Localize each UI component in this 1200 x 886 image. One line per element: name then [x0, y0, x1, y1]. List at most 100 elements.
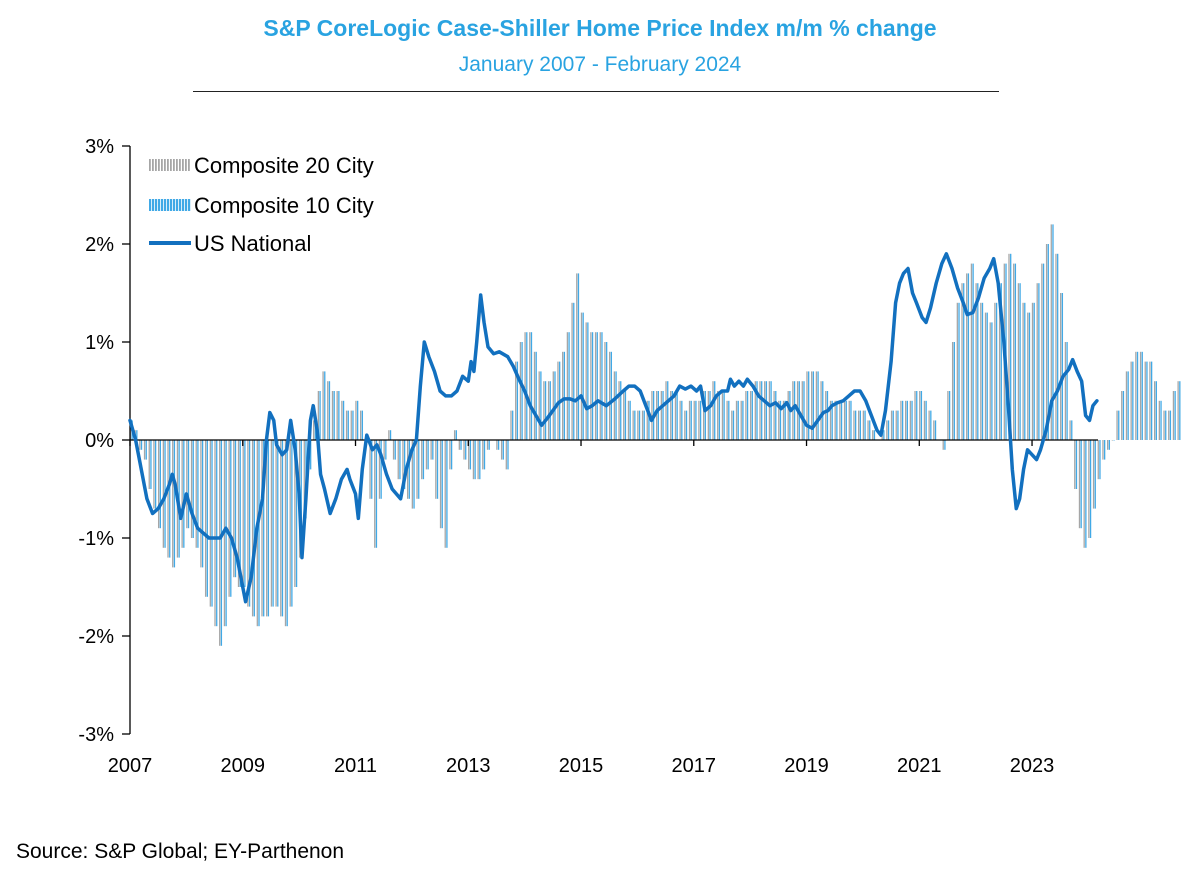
- composite-20-bar: [1116, 410, 1118, 440]
- composite-20-bar: [275, 440, 277, 607]
- composite-10-bar: [1028, 312, 1031, 440]
- composite-20-bar: [895, 410, 897, 440]
- composite-10-bar: [277, 440, 279, 607]
- composite-10-bar: [638, 410, 641, 440]
- composite-10-bar: [526, 332, 528, 440]
- composite-10-bar: [187, 440, 190, 529]
- legend-swatch-composite-10: [185, 199, 188, 211]
- composite-20-bar: [806, 371, 808, 440]
- composite-10-bar: [648, 400, 650, 440]
- composite-10-bar: [1010, 253, 1012, 440]
- composite-10-bar: [1019, 283, 1021, 440]
- composite-20-bar: [153, 440, 155, 509]
- composite-20-bar: [209, 440, 211, 607]
- composite-10-bar: [1169, 410, 1172, 440]
- composite-10-bar: [1061, 293, 1064, 440]
- composite-20-bar: [345, 410, 348, 440]
- composite-20-bar: [148, 440, 150, 489]
- composite-10-bar: [803, 381, 805, 440]
- composite-10-bar: [704, 391, 706, 440]
- composite-10-bar: [455, 430, 457, 440]
- legend-label: Composite 20 City: [194, 153, 374, 178]
- composite-10-bar: [159, 440, 161, 529]
- legend-swatch-composite-10: [158, 199, 161, 211]
- composite-10-bar: [1160, 400, 1162, 440]
- y-tick-label: -3%: [78, 724, 114, 746]
- composite-10-bars: [131, 224, 1181, 646]
- composite-10-bar: [756, 381, 758, 440]
- composite-20-bar: [1125, 371, 1128, 440]
- composite-20-bar: [529, 332, 531, 440]
- composite-20-bar: [186, 440, 188, 529]
- legend-swatch-composite-20: [155, 159, 157, 171]
- legend-swatch-composite-20: [149, 159, 151, 171]
- composite-10-bar: [413, 440, 415, 509]
- composite-10-bar: [333, 391, 335, 440]
- composite-20-bar: [543, 381, 545, 440]
- legend-swatch-composite-20: [164, 159, 166, 171]
- composite-20-bar: [453, 430, 456, 440]
- composite-10-bar: [765, 381, 768, 440]
- composite-10-bar: [488, 440, 490, 450]
- composite-10-bar: [1042, 263, 1045, 440]
- composite-20-bar: [609, 351, 611, 440]
- y-tick-label: -1%: [78, 528, 114, 550]
- composite-20-bar: [261, 440, 263, 617]
- composite-20-bar: [670, 391, 672, 440]
- composite-10-bar: [681, 400, 683, 440]
- composite-20-bar: [425, 440, 428, 470]
- composite-20-bar: [1111, 440, 1114, 441]
- composite-10-bar: [958, 302, 960, 440]
- composite-10-bar: [483, 440, 486, 470]
- composite-10-bar: [793, 381, 796, 440]
- composite-20-bar: [825, 391, 827, 440]
- composite-10-bar: [1165, 410, 1167, 440]
- composite-10-bar: [606, 342, 608, 440]
- composite-20-bar: [867, 420, 869, 440]
- legend-swatch-composite-20: [173, 159, 175, 171]
- composite-10-bar: [662, 391, 664, 440]
- composite-10-bar: [761, 381, 763, 440]
- composite-10-bar: [1099, 440, 1101, 480]
- composite-10-bar: [634, 410, 636, 440]
- composite-20-bar: [641, 410, 644, 440]
- composite-20-bar: [284, 440, 287, 627]
- composite-10-bar: [1024, 302, 1026, 440]
- composite-20-bar: [270, 440, 273, 607]
- composite-20-bar: [510, 410, 512, 440]
- composite-10-bar: [1080, 440, 1082, 529]
- source-note: Source: S&P Global; EY-Parthenon: [16, 840, 345, 863]
- composite-20-bar: [482, 440, 484, 470]
- composite-20-bar: [1130, 361, 1132, 440]
- x-tick-label: 2017: [672, 755, 717, 777]
- composite-10-bar: [751, 391, 753, 440]
- y-tick-label: -2%: [78, 626, 114, 648]
- composite-10-bar: [1071, 420, 1073, 440]
- composite-20-bar: [980, 302, 982, 440]
- composite-10-bar: [934, 420, 937, 440]
- composite-10-bar: [901, 400, 904, 440]
- x-tick-label: 2023: [1010, 755, 1055, 777]
- composite-10-bar: [422, 440, 425, 480]
- composite-20-bar: [754, 381, 756, 440]
- composite-10-bar: [850, 400, 852, 440]
- composite-20-bar: [388, 430, 390, 440]
- composite-20-bar: [204, 440, 207, 597]
- composite-20-bar: [336, 391, 338, 440]
- composite-10-bar: [775, 391, 777, 440]
- composite-20-bar: [1168, 410, 1170, 440]
- composite-10-bar: [399, 440, 401, 480]
- composite-10-bar: [714, 381, 716, 440]
- composite-20-bar: [1050, 224, 1052, 440]
- composite-20-bar: [519, 342, 522, 440]
- composite-20-bar: [219, 440, 221, 646]
- composite-20-bar: [848, 400, 850, 440]
- composite-20-bar: [533, 351, 536, 440]
- composite-10-bar: [643, 410, 645, 440]
- composite-20-bar: [496, 440, 498, 450]
- composite-10-bar: [211, 440, 213, 607]
- composite-20-bar: [900, 400, 902, 440]
- composite-20-bar: [500, 440, 503, 460]
- composite-10-bar: [314, 420, 317, 440]
- composite-10-bar: [225, 440, 227, 627]
